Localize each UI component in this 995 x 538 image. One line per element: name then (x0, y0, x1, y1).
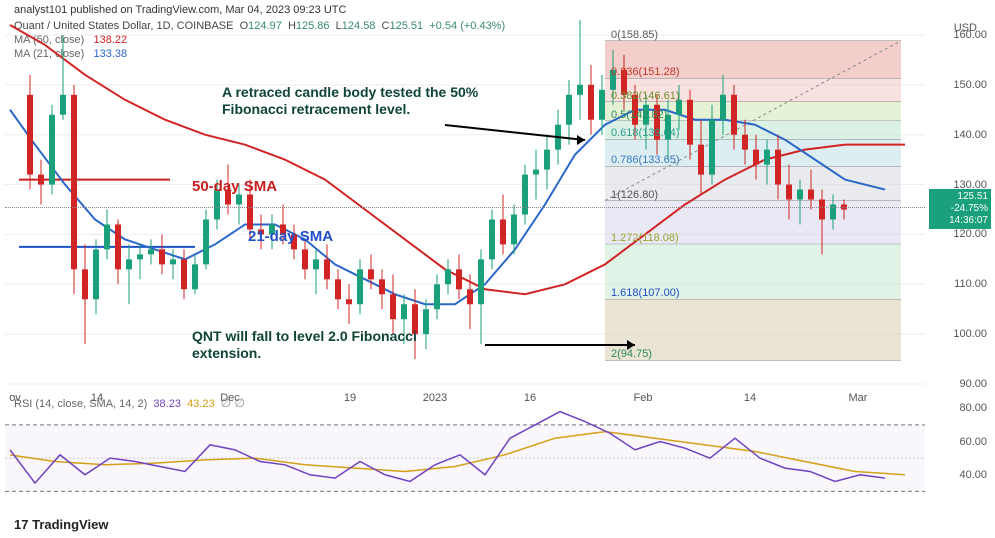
rsi-tick: 40.00 (959, 469, 987, 481)
price-tick: 150.00 (953, 79, 987, 91)
fib-level-label: 1.618(107.00) (611, 287, 680, 299)
sma21-label: 21-day SMA (248, 228, 333, 245)
last-price-line (5, 207, 925, 208)
annotation-bottom: QNT will fall to level 2.0 Fibonacciexte… (192, 328, 417, 362)
tradingview-logo[interactable]: 17 TradingView (14, 517, 108, 532)
rsi-pane[interactable] (5, 400, 925, 508)
badge-price: 125.51 (932, 191, 988, 203)
annotation-top: A retraced candle body tested the 50%Fib… (222, 84, 478, 118)
rsi-y-axis: 80.00 60.00 40.00 (931, 400, 995, 508)
sma50-label: 50-day SMA (192, 178, 277, 195)
fib-level-label: 1(126.80) (611, 189, 658, 201)
price-y-axis: USD 160.00150.00140.00130.00120.00110.00… (931, 20, 995, 394)
fib-level-label: 0.786(133.65) (611, 154, 680, 166)
fib-level-label: 0.236(151.28) (611, 66, 680, 78)
fib-level-label: 1.272(118.08) (611, 232, 679, 244)
fib-level-label: 0.382(146.61) (611, 90, 680, 102)
fib-level-label: 0.5(142.82) (611, 109, 667, 121)
price-tick: 110.00 (954, 278, 987, 290)
rsi-tick: 80.00 (959, 402, 987, 414)
badge-pct: -24.75% (932, 203, 988, 215)
price-tick: 100.00 (953, 328, 987, 340)
price-tick: 140.00 (953, 129, 987, 141)
price-tick: 160.00 (953, 29, 987, 41)
fib-level-label: 2(94.75) (611, 348, 652, 360)
price-tick: 90.00 (959, 378, 987, 390)
badge-time: 14:36:07 (932, 215, 988, 227)
price-tick: 120.00 (953, 228, 987, 240)
rsi-tick: 60.00 (959, 436, 987, 448)
publisher-header: analyst101 published on TradingView.com,… (14, 4, 346, 16)
fib-level-label: 0(158.85) (611, 29, 658, 41)
last-price-badge: 125.51 -24.75% 14:36:07 (929, 189, 991, 229)
fib-level-label: 0.618(139.04) (611, 127, 680, 139)
